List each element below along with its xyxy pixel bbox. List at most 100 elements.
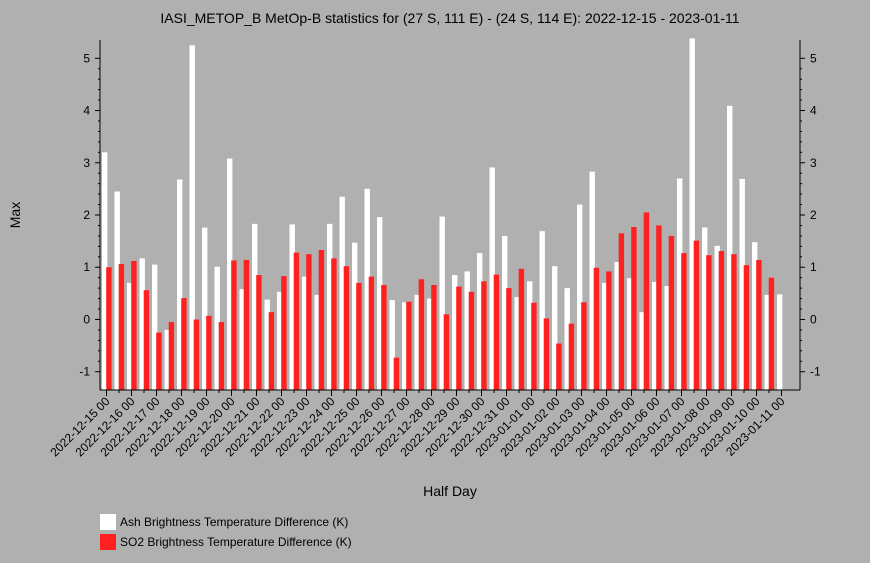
bar-so2-36 — [556, 343, 562, 390]
bar-ash-41 — [614, 262, 620, 390]
y-tick-label-left: 0 — [83, 312, 90, 326]
bar-ash-15 — [289, 224, 295, 390]
bar-so2-23 — [393, 357, 400, 390]
y-tick-label-right: 3 — [810, 156, 817, 170]
bar-so2-30 — [481, 281, 487, 390]
bar-ash-48 — [702, 227, 708, 390]
bar-so2-46 — [681, 253, 687, 390]
bar-ash-46 — [677, 178, 683, 390]
bar-ash-23 — [389, 300, 395, 390]
bar-ash-32 — [502, 235, 508, 390]
chart-title: IASI_METOP_B MetOp-B statistics for (27 … — [160, 10, 739, 26]
bar-so2-33 — [518, 268, 525, 390]
bar-so2-25 — [418, 279, 425, 390]
bar-ash-3 — [139, 258, 145, 390]
legend-item-ash: Ash Brightness Temperature Difference (K… — [100, 512, 352, 532]
bar-so2-2 — [131, 260, 137, 390]
bar-so2-29 — [468, 291, 475, 390]
y-axis-label: Max — [7, 202, 23, 228]
bar-so2-14 — [281, 276, 287, 390]
bar-so2-31 — [493, 274, 500, 390]
bar-so2-47 — [693, 240, 700, 390]
bar-ash-40 — [602, 282, 608, 390]
bar-so2-5 — [168, 322, 175, 390]
bar-so2-0 — [106, 267, 112, 390]
bar-so2-48 — [706, 255, 712, 390]
legend: Ash Brightness Temperature Difference (K… — [100, 512, 352, 552]
bar-ash-9 — [214, 266, 220, 390]
bar-ash-47 — [689, 38, 695, 391]
bar-ash-24 — [402, 302, 408, 390]
bar-ash-16 — [302, 276, 308, 390]
bar-so2-41 — [618, 233, 625, 390]
bar-so2-52 — [756, 259, 762, 390]
bar-so2-9 — [218, 322, 225, 390]
bar-ash-21 — [364, 188, 370, 390]
bar-so2-51 — [743, 265, 750, 390]
legend-label-so2: SO2 Brightness Temperature Difference (K… — [120, 535, 352, 549]
y-tick-label-left: 2 — [83, 208, 90, 222]
legend-label-ash: Ash Brightness Temperature Difference (K… — [120, 515, 349, 529]
bar-so2-43 — [643, 212, 650, 390]
bar-so2-40 — [606, 271, 612, 390]
bar-so2-12 — [256, 275, 262, 390]
y-tick-label-left: 3 — [83, 156, 90, 170]
bar-ash-1 — [114, 191, 120, 390]
bar-so2-20 — [356, 282, 362, 390]
bar-ash-43 — [639, 312, 645, 390]
bar-so2-37 — [568, 323, 575, 390]
bar-ash-34 — [527, 281, 533, 390]
bar-ash-37 — [564, 288, 570, 390]
bar-so2-39 — [593, 267, 600, 390]
legend-swatch-so2 — [100, 534, 116, 550]
bar-ash-20 — [352, 242, 358, 390]
bar-so2-26 — [431, 285, 437, 390]
bar-ash-29 — [464, 271, 470, 390]
bar-ash-39 — [589, 171, 595, 390]
bar-so2-22 — [381, 285, 387, 390]
bar-so2-10 — [231, 260, 237, 390]
y-tick-label-left: 1 — [83, 260, 90, 274]
bar-so2-24 — [406, 301, 412, 390]
bar-ash-42 — [627, 278, 633, 390]
y-tick-label-left: 5 — [83, 51, 90, 65]
bar-ash-52 — [752, 242, 758, 390]
y-tick-label-right: 0 — [810, 312, 817, 326]
bar-so2-53 — [768, 277, 775, 390]
bar-so2-50 — [731, 254, 737, 390]
bar-so2-1 — [118, 264, 125, 390]
bar-ash-11 — [239, 289, 245, 390]
bar-so2-34 — [531, 302, 537, 390]
bar-ash-54 — [777, 294, 783, 390]
y-tick-label-left: -1 — [79, 365, 90, 379]
bar-ash-53 — [764, 294, 770, 390]
bar-ash-26 — [427, 298, 433, 390]
bar-ash-36 — [552, 266, 558, 390]
bar-ash-31 — [489, 167, 495, 390]
bar-ash-22 — [377, 217, 383, 390]
y-tick-label-right: 4 — [810, 104, 817, 118]
bar-ash-10 — [227, 158, 233, 390]
bar-so2-27 — [443, 314, 450, 390]
bar-so2-32 — [506, 288, 512, 390]
bar-ash-6 — [177, 179, 183, 390]
bar-ash-19 — [339, 196, 345, 390]
bar-so2-44 — [656, 225, 662, 390]
bar-ash-25 — [414, 294, 420, 390]
y-tick-label-right: 1 — [810, 260, 817, 274]
bar-ash-50 — [727, 105, 733, 390]
bar-so2-35 — [543, 318, 550, 390]
bar-ash-51 — [739, 178, 745, 390]
y-tick-label-right: 2 — [810, 208, 817, 222]
bar-so2-38 — [581, 302, 587, 390]
bar-ash-14 — [277, 291, 283, 390]
bar-so2-17 — [318, 250, 325, 390]
y-tick-label-left: 4 — [83, 104, 90, 118]
bar-so2-6 — [181, 298, 187, 390]
bar-so2-7 — [193, 319, 200, 390]
bar-ash-33 — [514, 297, 520, 390]
bar-ash-35 — [539, 231, 545, 390]
bar-so2-49 — [718, 251, 725, 390]
